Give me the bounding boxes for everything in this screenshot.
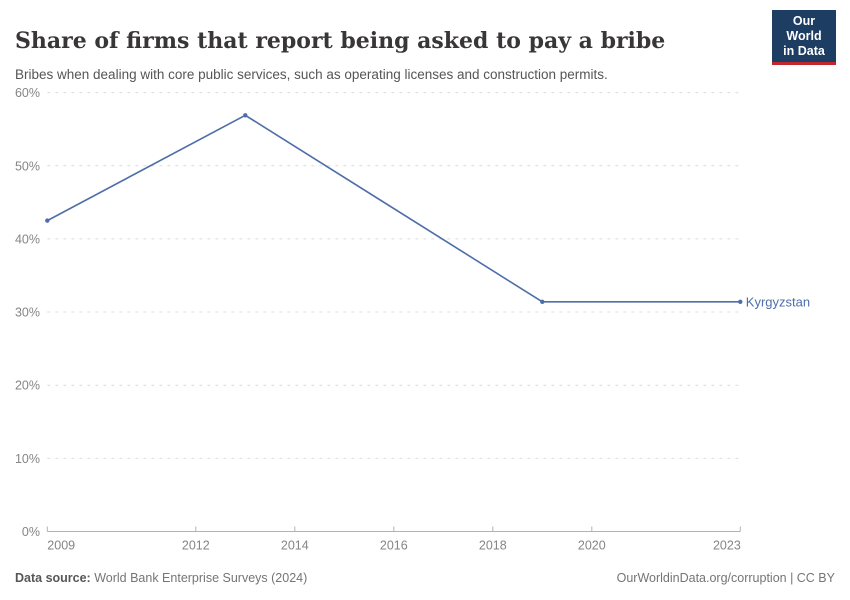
data-point[interactable]	[540, 299, 545, 305]
data-point[interactable]	[45, 218, 50, 223]
series-label[interactable]: Kyrgyzstan	[746, 294, 810, 309]
data-source-note: Data source: World Bank Enterprise Surve…	[15, 571, 307, 585]
x-axis-tick-label: 2012	[182, 539, 210, 553]
data-source-value: World Bank Enterprise Surveys (2024)	[90, 571, 308, 585]
x-axis-tick-label: 2016	[380, 539, 408, 553]
y-axis-tick-label: 60%	[15, 86, 40, 100]
data-point[interactable]	[738, 299, 743, 305]
x-axis-tick-label: 2009	[47, 539, 75, 553]
x-axis-tick-label: 2014	[281, 539, 309, 553]
owid-logo[interactable]: Our World in Data	[772, 10, 836, 65]
x-axis-tick-label: 2018	[479, 539, 507, 553]
chart-subtitle: Bribes when dealing with core public ser…	[15, 66, 608, 82]
y-axis-tick-label: 50%	[15, 159, 40, 173]
chart-footer: Data source: World Bank Enterprise Surve…	[0, 571, 850, 587]
x-axis-tick-label: 2020	[578, 539, 606, 553]
data-line[interactable]	[46, 114, 741, 303]
y-axis-tick-label: 10%	[15, 452, 40, 466]
owid-logo-line1: Our World	[786, 14, 822, 43]
y-axis-tick-label: 40%	[15, 232, 40, 246]
owid-logo-line2: in Data	[783, 44, 825, 58]
x-axis-tick-label: 2023	[713, 539, 741, 553]
data-point[interactable]	[243, 113, 248, 118]
page-title: Share of firms that report being asked t…	[15, 27, 666, 54]
credit-link[interactable]: OurWorldinData.org/corruption | CC BY	[616, 571, 835, 585]
y-axis-tick-label: 30%	[15, 306, 40, 320]
data-source-label: Data source:	[15, 571, 91, 585]
y-axis-tick-label: 0%	[22, 525, 40, 539]
y-axis-tick-label: 20%	[15, 379, 40, 393]
